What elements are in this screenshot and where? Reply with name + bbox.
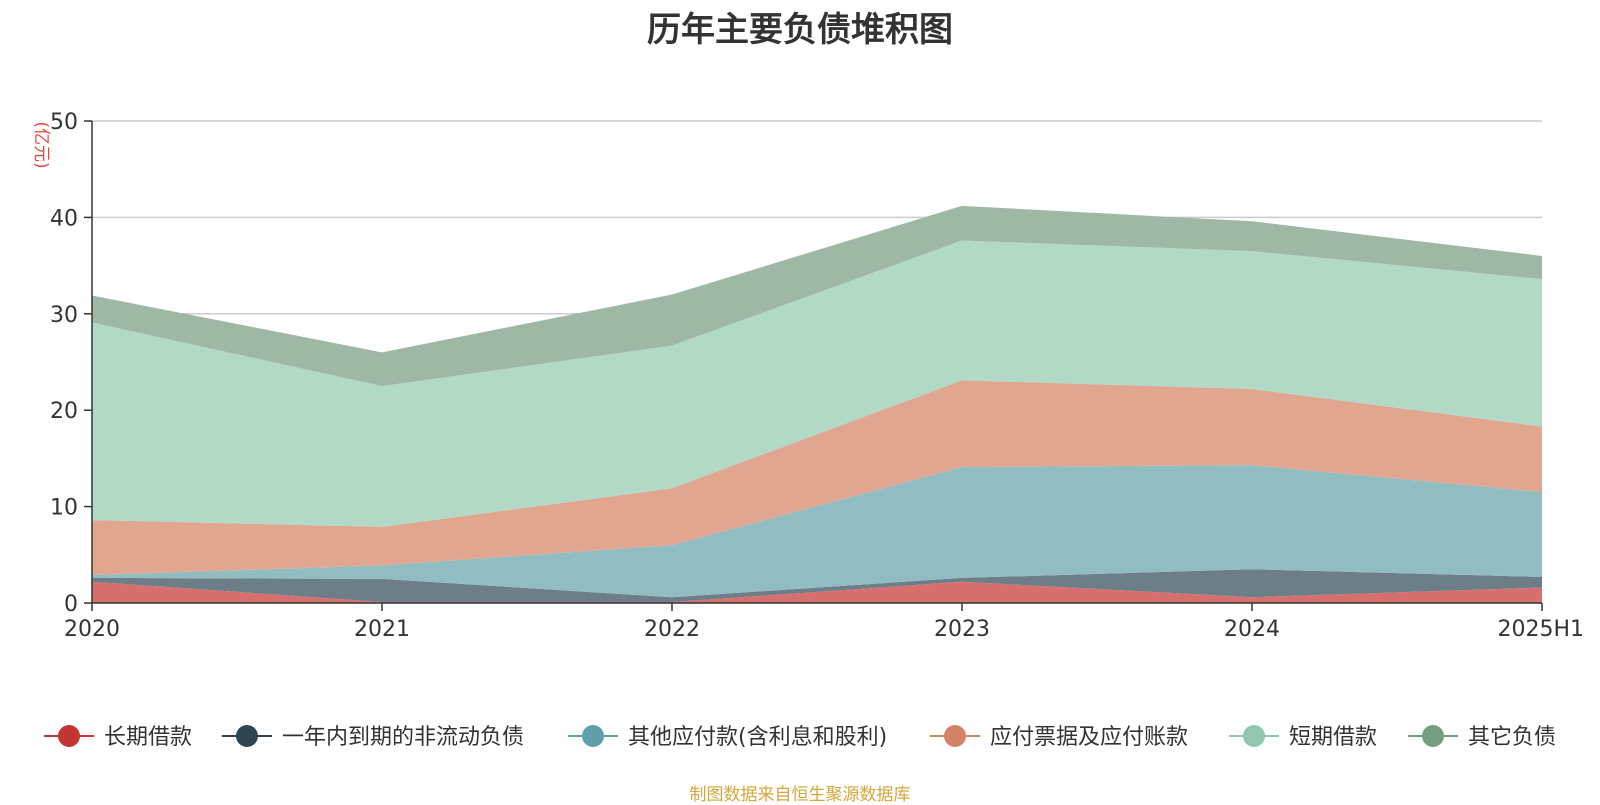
y-tick-label: 50 (50, 110, 78, 135)
chart-title: 历年主要负债堆积图 (647, 10, 953, 50)
area-series-2 (92, 569, 1542, 603)
axes (91, 121, 1542, 604)
area-series (92, 205, 1542, 603)
legend-label: 一年内到期的非流动负债 (282, 725, 524, 750)
area-series-4 (92, 380, 1542, 576)
y-axis-ticks: 0 10 20 30 40 50 (50, 110, 92, 617)
legend-label: 应付票据及应付账款 (990, 725, 1188, 750)
legend-label: 长期借款 (104, 725, 192, 750)
area-series-3 (92, 465, 1542, 598)
legend-marker-icon (944, 725, 966, 747)
x-tick-label: 2024 (1224, 617, 1280, 642)
x-tick-label: 2022 (644, 617, 700, 642)
legend: 长期借款 一年内到期的非流动负债 其他应付款(含利息和股利) 应付票据及应付账款 短期借… (44, 725, 1556, 750)
legend-marker-icon (1422, 725, 1444, 747)
legend-item-2[interactable]: 一年内到期的非流动负债 (222, 725, 524, 750)
y-tick-label: 20 (50, 399, 78, 424)
x-axis-ticks: 2020 2021 2022 2023 2024 2025H1 (64, 603, 1584, 642)
y-tick-label: 30 (50, 303, 78, 328)
legend-marker-icon (582, 725, 604, 747)
legend-marker-icon (58, 725, 80, 747)
y-tick-label: 0 (64, 592, 78, 617)
legend-label: 短期借款 (1289, 725, 1377, 750)
legend-item-1[interactable]: 长期借款 (44, 725, 192, 750)
y-tick-label: 10 (50, 496, 78, 521)
y-axis-unit-label: (亿元) (31, 121, 51, 168)
area-series-1 (92, 581, 1542, 603)
legend-item-4[interactable]: 应付票据及应付账款 (930, 725, 1188, 750)
source-note: 制图数据来自恒生聚源数据库 (689, 785, 911, 805)
area-series-5 (92, 240, 1542, 527)
y-tick-label: 40 (50, 206, 78, 231)
x-tick-label: 2021 (354, 617, 410, 642)
x-tick-label: 2023 (934, 617, 990, 642)
x-tick-label: 2025H1 (1497, 617, 1584, 642)
area-series-6 (92, 205, 1542, 387)
legend-item-6[interactable]: 其它负债 (1408, 725, 1556, 750)
legend-item-3[interactable]: 其他应付款(含利息和股利) (568, 725, 887, 750)
legend-item-5[interactable]: 短期借款 (1229, 725, 1377, 750)
legend-label: 其他应付款(含利息和股利) (628, 725, 887, 750)
legend-marker-icon (236, 725, 258, 747)
x-tick-label: 2020 (64, 617, 120, 642)
legend-label: 其它负债 (1468, 725, 1556, 750)
legend-marker-icon (1243, 725, 1265, 747)
